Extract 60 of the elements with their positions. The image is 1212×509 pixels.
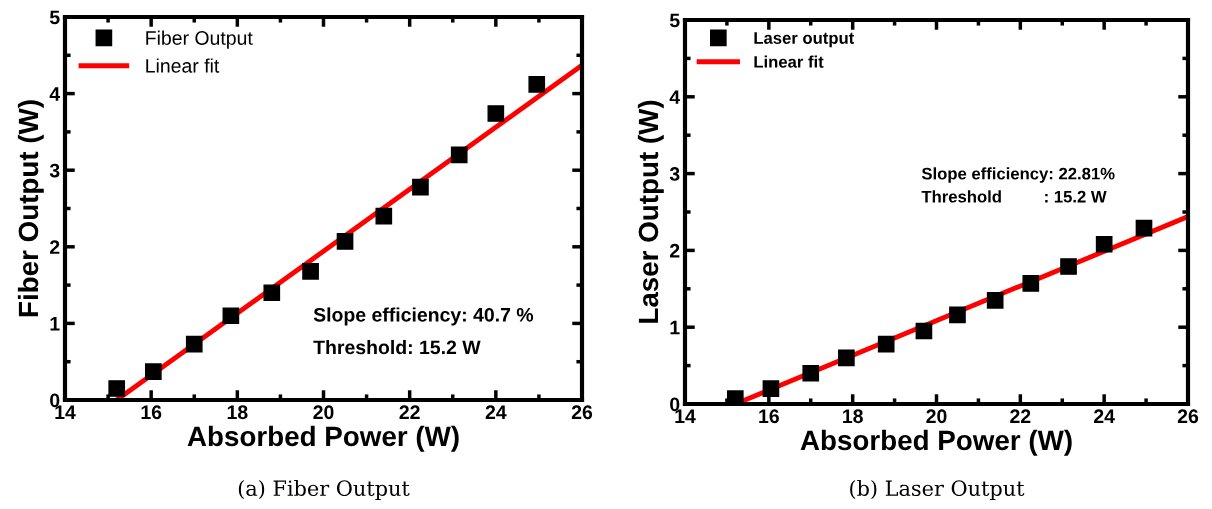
- point: [487, 105, 505, 122]
- point: [185, 335, 203, 353]
- x-tick-label: 22: [399, 405, 420, 419]
- legend-label: Linear fit: [754, 55, 824, 68]
- point: [877, 335, 895, 353]
- annotation: Slope efficiency: 22.81%: [921, 167, 1115, 183]
- point: [949, 306, 966, 324]
- point: [302, 262, 319, 280]
- point: [528, 76, 546, 93]
- y-axis-title: Laser Output (W): [637, 100, 664, 323]
- point: [412, 178, 429, 196]
- x-axis-title: Absorbed Power (W): [187, 425, 459, 452]
- x-tick-label: 24: [1094, 409, 1115, 423]
- point: [838, 349, 855, 367]
- x-tick-label: 22: [1010, 409, 1031, 423]
- y-tick-label: 1: [50, 317, 60, 331]
- y-tick-label: 2: [670, 243, 680, 258]
- x-tick-label: 20: [926, 409, 947, 424]
- point: [222, 307, 240, 325]
- point: [1060, 258, 1077, 275]
- point: [802, 364, 820, 382]
- x-tick-label: 20: [313, 405, 334, 420]
- annotation: Slope efficiency: 40.7 %: [313, 307, 534, 326]
- legend-label: Fiber Output: [146, 30, 253, 49]
- point: [1135, 219, 1153, 237]
- y-tick-label: 4: [669, 90, 681, 104]
- point: [375, 207, 393, 225]
- y-tick-label: 5: [669, 13, 680, 28]
- x-tick-label: 26: [1177, 409, 1199, 424]
- text: (a) Fiber Output: [238, 479, 410, 501]
- point: [108, 380, 126, 397]
- x-axis-title: Absorbed Power (W): [800, 429, 1072, 456]
- x-tick-label: 26: [571, 405, 593, 420]
- y-tick-label: 5: [49, 10, 60, 25]
- annotation: Threshold: 15.2 W: [313, 339, 481, 355]
- point: [263, 284, 281, 302]
- point: [450, 146, 468, 164]
- x-tick-label: 16: [141, 405, 162, 420]
- annotation: Threshold : 15.2 W: [921, 190, 1107, 203]
- point: [1022, 275, 1040, 292]
- y-tick-label: 2: [50, 240, 60, 254]
- text: (b) Laser Output: [850, 479, 1025, 501]
- y-tick-label: 4: [49, 87, 61, 101]
- y-axis-title: Fiber Output (W): [17, 100, 44, 317]
- legend-label: Laser output: [754, 32, 855, 48]
- y-tick-label: 1: [670, 320, 680, 335]
- x-tick-label: 18: [843, 409, 863, 424]
- point: [336, 233, 354, 250]
- x-tick-label: 16: [759, 409, 779, 424]
- y-tick-label: 3: [49, 163, 60, 178]
- x-tick-label: 24: [485, 405, 507, 419]
- point: [1095, 235, 1113, 253]
- point: [726, 390, 744, 404]
- point: [986, 291, 1004, 309]
- point: [915, 322, 933, 340]
- legend-label: Linear fit: [146, 58, 220, 73]
- point: [144, 363, 162, 380]
- y-tick-label: 3: [669, 167, 680, 181]
- x-tick-label: 18: [227, 405, 248, 420]
- point: [762, 380, 780, 397]
